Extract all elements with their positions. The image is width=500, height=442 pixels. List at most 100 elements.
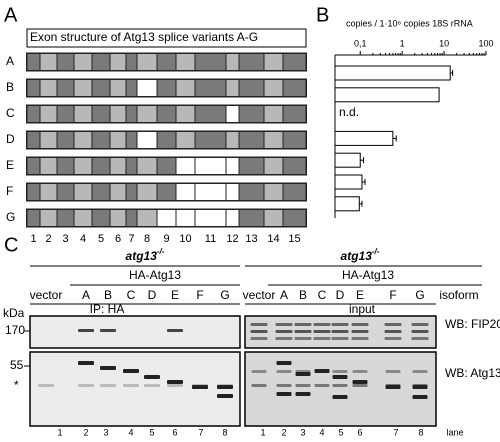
band	[192, 385, 208, 389]
column-label: B	[104, 288, 112, 302]
band	[123, 384, 139, 387]
exon	[92, 80, 110, 96]
ip-label: IP: HA	[90, 302, 125, 316]
exon	[27, 158, 40, 174]
x-tick-label: 0,1	[354, 38, 367, 48]
column-label: E	[171, 288, 179, 302]
lane-number: 6	[357, 427, 362, 437]
exon	[176, 210, 195, 226]
exon	[226, 184, 239, 200]
row-label: D	[6, 132, 15, 146]
band	[385, 385, 401, 389]
exon	[40, 158, 57, 174]
exon	[176, 184, 195, 200]
exon	[239, 210, 264, 226]
exon	[283, 54, 306, 70]
exon	[195, 54, 226, 70]
exon	[283, 184, 306, 200]
lane-number: 4	[128, 427, 133, 437]
row-label: C	[6, 106, 15, 120]
exon	[137, 106, 157, 122]
lane-number: 1	[260, 427, 265, 437]
exon	[74, 184, 92, 200]
band	[276, 361, 292, 365]
exon	[27, 54, 40, 70]
exon	[57, 184, 74, 200]
panel-label: C	[4, 234, 18, 256]
lane-number: 4	[319, 427, 324, 437]
lane-number: 2	[281, 427, 286, 437]
exon	[110, 132, 126, 148]
exon	[157, 158, 176, 174]
exon	[27, 184, 40, 200]
exon	[195, 158, 226, 174]
exon	[92, 184, 110, 200]
exon	[57, 80, 74, 96]
column-label: F	[389, 288, 396, 302]
lane-number: 8	[222, 427, 227, 437]
exon	[92, 158, 110, 174]
band	[313, 330, 331, 333]
exon	[110, 54, 126, 70]
exon	[40, 54, 57, 70]
band	[331, 330, 349, 333]
input-label: input	[349, 302, 376, 316]
exon	[137, 158, 157, 174]
axis-title: copies / 1·10⁶ copies 18S rRNA	[346, 18, 473, 28]
x-tick-label: 100	[478, 38, 493, 48]
column-label: A	[82, 288, 90, 302]
blot-label: WB: Atg13	[445, 366, 500, 380]
genotype: atg13-/-	[126, 247, 165, 263]
exon	[27, 210, 40, 226]
band	[294, 337, 312, 340]
exon	[283, 106, 306, 122]
band	[217, 385, 233, 389]
exon	[195, 106, 226, 122]
exon	[176, 158, 195, 174]
band	[100, 329, 116, 332]
band	[167, 329, 183, 332]
row-label: A	[6, 54, 14, 68]
band	[351, 323, 369, 326]
exon	[264, 106, 283, 122]
exon	[126, 184, 137, 200]
exon	[195, 184, 226, 200]
exon-number: 2	[45, 233, 51, 245]
exon	[264, 54, 283, 70]
exon	[239, 184, 264, 200]
band	[275, 337, 293, 340]
exon-number: 10	[179, 233, 191, 245]
row-label: F	[6, 184, 13, 198]
exon	[283, 132, 306, 148]
column-label: G	[415, 288, 424, 302]
band	[314, 369, 330, 373]
exon	[239, 132, 264, 148]
exon	[92, 210, 110, 226]
exon-number: 15	[288, 233, 300, 245]
band	[352, 380, 368, 384]
exon	[110, 184, 126, 200]
band	[332, 384, 348, 387]
lane-number: 2	[83, 427, 88, 437]
exon	[110, 158, 126, 174]
row-label: E	[6, 158, 14, 172]
exon	[195, 80, 226, 96]
column-label: A	[280, 288, 288, 302]
exon	[74, 106, 92, 122]
column-label: B	[299, 288, 307, 302]
band	[144, 384, 160, 387]
exon	[226, 54, 239, 70]
exon-number: 13	[245, 233, 257, 245]
band	[352, 370, 368, 373]
exon	[126, 54, 137, 70]
band	[250, 330, 268, 333]
band	[412, 370, 428, 373]
column-label: F	[196, 288, 203, 302]
exon	[92, 54, 110, 70]
blot	[29, 315, 241, 349]
exon	[264, 80, 283, 96]
column-label: vector	[30, 288, 63, 302]
exon	[137, 132, 157, 148]
lane-number: 7	[393, 427, 398, 437]
band	[275, 330, 293, 333]
